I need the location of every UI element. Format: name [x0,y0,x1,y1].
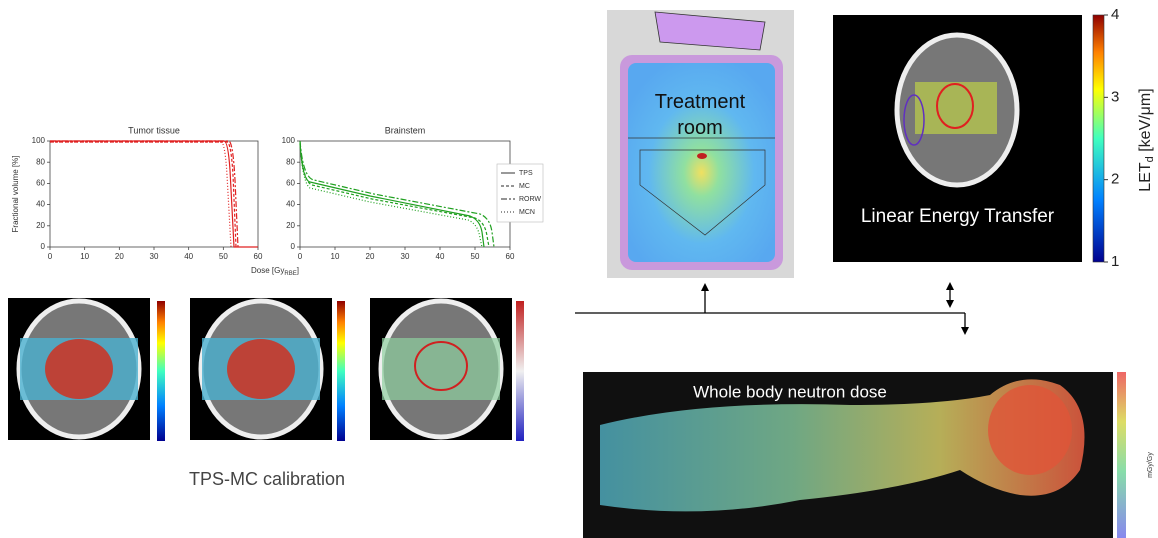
neutron-title: Whole body neutron dose [693,382,887,401]
x-axis-label: Dose [GyRBE] [251,266,299,276]
x-tick-label: 40 [436,252,445,261]
plot-title: Tumor tissue [128,125,180,135]
x-tick-label: 60 [506,252,515,261]
diagram: Fractional volume [%] Dose [GyRBE] Tumor… [0,0,1158,538]
connectors [575,282,969,335]
x-tick-label: 10 [331,252,340,261]
x-tick-label: 0 [298,252,303,261]
y-tick-label: 0 [41,242,46,251]
calibration-images [8,298,524,441]
brainstem-curves [300,141,494,247]
let-axis-label-part: [keV/μm] [1137,88,1154,156]
legend-label: MC [519,183,530,190]
x-tick-label: 20 [366,252,375,261]
x-tick-label: 30 [150,252,159,261]
x-tick-label: 60 [254,252,263,261]
colorbar-tick-label: 3 [1111,88,1119,105]
y-tick-label: 40 [286,200,295,209]
x-axis-label-sub: RBE [284,271,296,277]
y-tick-label: 80 [286,157,295,166]
treatment-room-label: Treatment room [630,89,770,141]
legend-label: RORW [519,196,541,203]
y-tick-label: 40 [36,200,45,209]
y-tick-label: 60 [286,179,295,188]
y-tick-label: 80 [36,157,45,166]
ct-image [8,298,165,441]
tumor-curves [50,141,258,247]
figure: Fractional volume [%] Dose [GyRBE] Tumor… [0,0,1158,538]
x-tick-label: 30 [401,252,410,261]
let-axis-label: LETd [keV/μm] [1137,88,1156,191]
legend-label: TPS [519,170,533,177]
x-axis-label-part: ] [297,266,299,275]
colorbar-unit: mGy/Gy [1147,452,1154,478]
x-tick-label: 0 [48,252,53,261]
x-axis-label-part: Dose [Gy [251,266,284,275]
y-tick-label: 20 [36,221,45,230]
caption: TPS-MC calibration [189,469,345,489]
x-tick-label: 40 [184,252,193,261]
y-axis-label: Fractional volume [%] [11,156,20,233]
ct-image [370,298,524,441]
x-tick-label: 50 [219,252,228,261]
y-tick-label: 100 [32,136,46,145]
legend-label: MCN [519,209,535,216]
y-tick-label: 100 [282,136,296,145]
colorbar-tick-label: 2 [1111,171,1119,188]
ct-image [190,298,345,441]
x-tick-label: 20 [115,252,124,261]
y-tick-label: 20 [286,221,295,230]
x-tick-label: 50 [471,252,480,261]
y-tick-label: 60 [36,179,45,188]
x-tick-label: 10 [80,252,89,261]
colorbar-tick-label: 4 [1111,6,1119,23]
y-tick-label: 0 [291,242,296,251]
let-label: Linear Energy Transfer [860,204,1055,230]
colorbar-tick-label: 1 [1111,253,1119,270]
treatment-room-image [607,10,794,278]
dvh-plots [50,141,543,247]
plot-title: Brainstem [385,125,426,135]
let-axis-label-part: LET [1137,162,1154,192]
plot-frame [50,141,258,247]
